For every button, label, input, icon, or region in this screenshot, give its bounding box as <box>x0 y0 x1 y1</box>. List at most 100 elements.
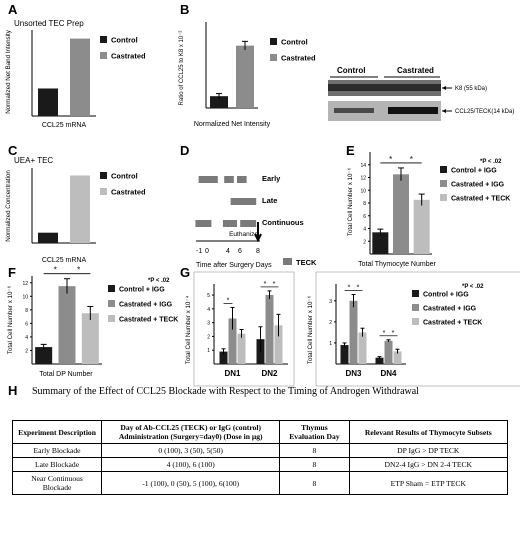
bar <box>219 351 228 364</box>
chart-a: CCL25 mRNA Normalized Net Band Intensity C… <box>5 29 146 129</box>
significance-star: * <box>227 297 230 304</box>
legend-swatch <box>100 188 107 195</box>
significance-star: * <box>54 266 57 275</box>
y-tick-label: 12 <box>360 176 366 182</box>
summary-table: Experiment Description Day of Ab-CCL25 (… <box>11 420 509 495</box>
legend-swatch <box>100 172 107 179</box>
timeline-legend-label: TECK <box>296 258 317 267</box>
y-tick-label: 4 <box>25 335 28 341</box>
table-cell: 8 <box>279 471 350 495</box>
table-cell: DN2-4 IgG > DN 2-4 TECK <box>348 457 509 472</box>
timeline-tick-4: 8 <box>256 248 260 255</box>
legend-label: Control <box>111 36 138 45</box>
teck-dose-bar <box>237 176 247 183</box>
y-tick-label: 1 <box>329 341 332 347</box>
figure-canvas: Unsorted TEC Prep CCL25 mRNA Normalized N… <box>5 19 520 387</box>
timeline-euthanize-label: Euthanize <box>229 231 258 238</box>
table-cell: 4 (100), 6 (100) <box>101 457 281 472</box>
panel-letter-b: B <box>180 2 190 17</box>
legend-label: Castrated + TECK <box>423 320 482 327</box>
panel-c-header: UEA+ TEC <box>14 156 53 165</box>
p-value-annotation: *P < .02 <box>480 159 502 165</box>
timeline-xlabel: Time after Surgery Days <box>196 262 272 269</box>
bar <box>375 357 384 364</box>
legend-swatch <box>440 166 447 173</box>
summary-title: Summary of the Effect of CCL25 Blockade … <box>32 386 419 397</box>
panel-letter-a: A <box>8 2 18 17</box>
y-tick-label: 2 <box>207 334 210 340</box>
legend-label: Castrated <box>111 188 146 197</box>
teck-dose-bar <box>240 220 257 227</box>
y-tick-label: 6 <box>25 321 28 327</box>
legend-swatch <box>108 315 115 322</box>
legend-label: Castrated + IGG <box>451 182 505 189</box>
bar <box>70 38 90 116</box>
table-row: Near Continuous Blockade -1 (100), 0 (50… <box>11 471 509 495</box>
blot-ccl25-background <box>328 101 441 121</box>
summary-header-row: Experiment Description Day of Ab-CCL25 (… <box>11 420 509 444</box>
y-tick-label: 1 <box>207 348 210 354</box>
bar <box>38 88 58 116</box>
y-tick-label: 3 <box>207 321 210 327</box>
timeline-tick-3: 6 <box>238 248 242 255</box>
significance-star: * <box>348 285 351 292</box>
significance-star: * <box>273 281 276 288</box>
euthanize-arrow-icon <box>254 222 262 243</box>
legend-swatch <box>108 300 115 307</box>
significance-star: * <box>383 330 386 337</box>
y-axis-label: Total Cell Number x 10⁻⁶ <box>7 285 14 354</box>
timeline-row-early: Early <box>262 174 281 183</box>
bar <box>228 318 237 364</box>
y-axis-label: Total Cell Number x 10⁻⁶ <box>307 295 314 364</box>
blot-control-label: Control <box>337 66 365 75</box>
y-axis-label: Normalized Net Band Intensity <box>5 29 12 113</box>
chart-f: 2 4 6 8 10 12 * * Total DP Number Total Cell Numb… <box>7 266 178 378</box>
panel-letter-d: D <box>180 143 190 158</box>
bar <box>38 232 58 243</box>
teck-dose-bar <box>224 176 234 183</box>
blot-castrated-label: Castrated <box>397 66 434 75</box>
legend-label: Control <box>281 38 308 47</box>
table-cell: ETP Sham = ETP TECK <box>348 471 509 495</box>
chart-e: 2 4 6 8 10 12 14 * * Total Thymocyte Number Total … <box>347 152 510 268</box>
legend-swatch <box>270 54 277 61</box>
p-value-annotation: *P < .02 <box>462 284 484 290</box>
y-tick-label: 4 <box>207 307 210 313</box>
bar <box>358 332 367 364</box>
significance-star: * <box>392 330 395 337</box>
y-axis-label: Ratio of CCL25 to K8 x 10⁻² <box>179 31 185 106</box>
panel-frame <box>315 271 520 387</box>
bar <box>393 351 402 364</box>
blot-ccl25-band-control <box>334 108 374 113</box>
western-blot: Control Castrated K8 (55 kDa) CCL25/TECK… <box>328 66 514 121</box>
timeline-tick-1: 0 <box>205 248 209 255</box>
legend-label: Castrated + IGG <box>119 302 173 309</box>
legend-swatch <box>100 52 107 59</box>
bar <box>35 347 53 364</box>
significance-star: * <box>389 155 392 164</box>
bar <box>58 286 76 364</box>
y-tick-label: 8 <box>25 308 28 314</box>
k8-arrow-head <box>442 86 446 90</box>
bar <box>237 333 246 364</box>
category-label: DN2 <box>261 369 278 378</box>
blot-k8-label: K8 (55 kDa) <box>455 86 487 92</box>
timeline-tick-2: 4 <box>226 248 230 255</box>
significance-star: * <box>77 266 80 275</box>
x-axis-label: Total DP Number <box>39 371 93 378</box>
x-axis-label: CCL25 mRNA <box>42 122 87 129</box>
legend-label: Castrated + TECK <box>451 196 510 203</box>
table-cell: Near Continuous Blockade <box>11 471 103 495</box>
blot-ccl25-band-castrated <box>388 107 438 114</box>
significance-star: * <box>410 155 413 164</box>
bar <box>265 295 274 364</box>
legend-label: Control + IGG <box>451 168 497 175</box>
category-label: DN1 <box>224 369 241 378</box>
y-tick-label: 10 <box>360 188 366 194</box>
teck-dose-bar <box>198 176 218 183</box>
panel-letter-g: G <box>180 265 191 280</box>
summary-header-cell: Experiment Description <box>11 420 103 444</box>
y-tick-label: 2 <box>25 348 28 354</box>
x-axis-label: Total Thymocyte Number <box>358 261 436 268</box>
ccl25-arrow-head <box>442 109 446 113</box>
